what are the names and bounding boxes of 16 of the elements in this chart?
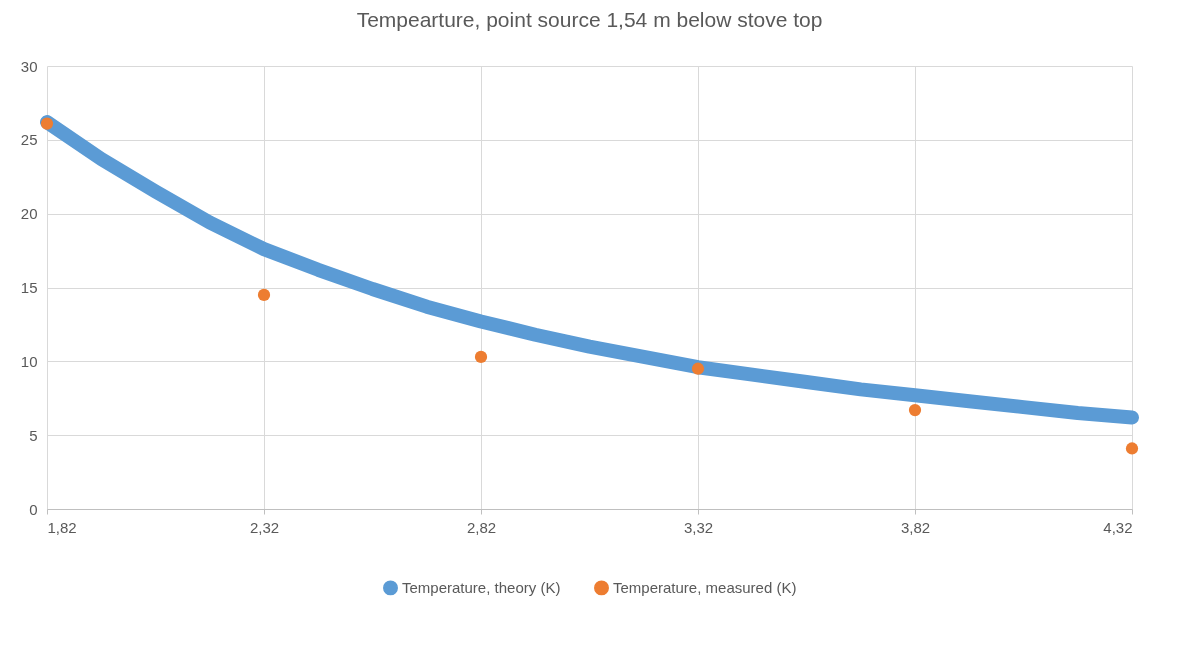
x-tick-label: 3,32 [683,518,714,536]
x-tick-label: 2,82 [466,518,497,536]
y-tick-label: 5 [29,426,38,444]
y-tick-label: 15 [20,279,38,296]
x-tick-label: 1,82 [47,518,77,536]
legend-label: Temperature, theory (K) [402,578,561,596]
y-tick-label: 0 [29,500,38,518]
x-tick-label: 3,82 [900,518,931,536]
y-tick-label: 30 [20,57,38,75]
chart-title: Tempearture, point source 1,54 m below stove top [356,8,823,31]
y-tick-label: 25 [20,131,38,149]
x-tick-label: 4,32 [1103,518,1133,536]
legend-label: Temperature, measured (K) [613,578,797,596]
y-tick-label: 20 [20,205,38,223]
x-tick-label: 2,32 [249,518,280,536]
y-tick-label: 10 [20,352,38,370]
